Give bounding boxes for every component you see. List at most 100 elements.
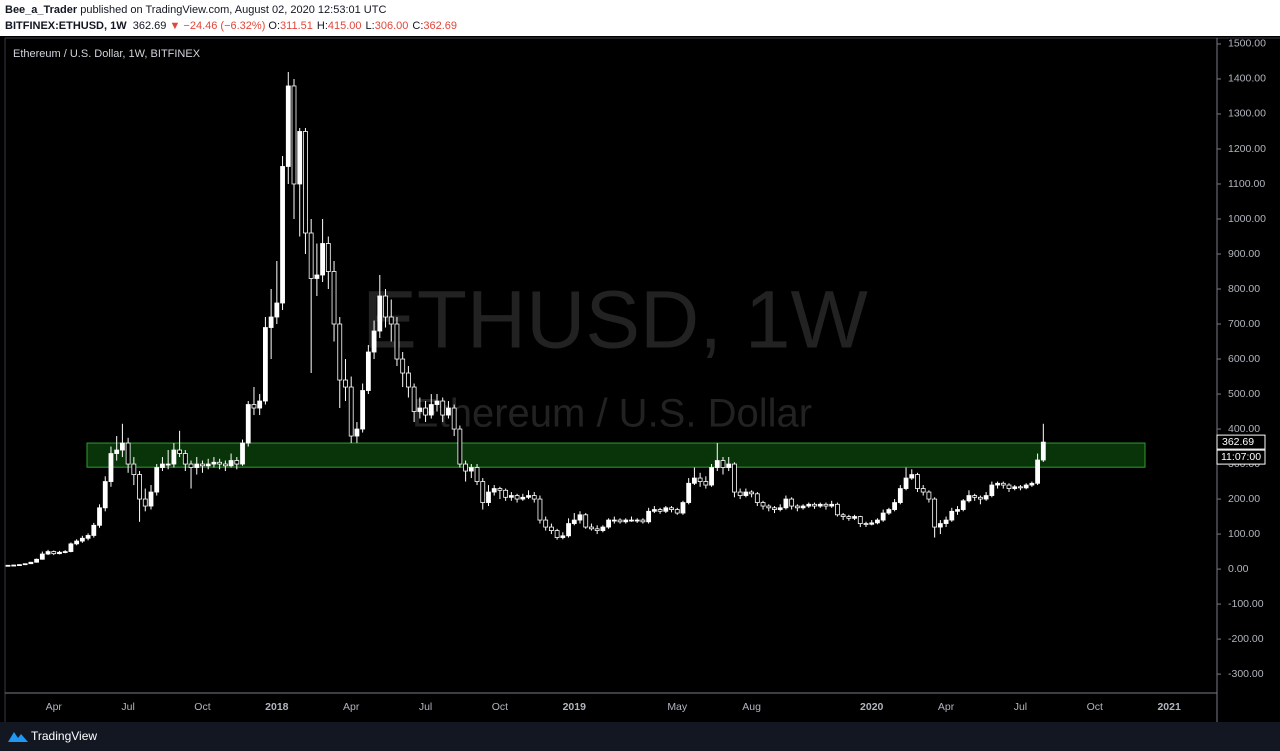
candle-body bbox=[446, 407, 451, 416]
y-tick-label: -100.00 bbox=[1228, 598, 1264, 610]
candle-body bbox=[114, 449, 120, 454]
logo bbox=[8, 732, 28, 742]
candle-body bbox=[383, 295, 388, 318]
candle-body bbox=[291, 85, 297, 185]
candle-body bbox=[943, 519, 949, 524]
y-tick-label: 600.00 bbox=[1228, 353, 1260, 365]
watermark-description: Ethereum / U.S. Dollar bbox=[412, 392, 812, 436]
candle-body bbox=[194, 463, 200, 468]
candle-body bbox=[909, 474, 915, 479]
candle-body bbox=[920, 488, 926, 493]
ohlc-label: O: bbox=[268, 20, 281, 32]
candle-body bbox=[325, 243, 331, 272]
candle-body bbox=[308, 232, 314, 279]
candle-body bbox=[405, 372, 411, 388]
candle-body bbox=[1012, 486, 1018, 489]
y-tick-label: 1000.00 bbox=[1228, 213, 1266, 225]
candle-body bbox=[348, 386, 354, 437]
candle-body bbox=[829, 503, 835, 507]
candle-body bbox=[554, 530, 560, 538]
candle-body bbox=[754, 493, 760, 503]
candle-body bbox=[966, 495, 972, 502]
candle-body bbox=[491, 488, 497, 493]
candle-body bbox=[783, 498, 789, 509]
candle-body bbox=[789, 498, 795, 507]
candle-body bbox=[766, 505, 772, 509]
candle-body bbox=[154, 467, 160, 493]
brand[interactable]: TradingView bbox=[31, 729, 98, 743]
candle-body bbox=[257, 400, 263, 409]
y-tick-label: 1300.00 bbox=[1228, 108, 1266, 120]
candle-body bbox=[365, 351, 371, 391]
candle-body bbox=[68, 543, 74, 552]
quote-line: BITFINEX:ETHUSD, 1W 362.69 ▼ −24.46 (−6.… bbox=[5, 20, 461, 32]
candle-body bbox=[657, 509, 663, 512]
candle-body bbox=[228, 460, 234, 467]
x-tick-label: Oct bbox=[194, 701, 210, 713]
candle-body bbox=[148, 491, 154, 507]
candle-body bbox=[623, 519, 629, 523]
candle-body bbox=[182, 453, 188, 465]
candle-body bbox=[428, 404, 434, 416]
candle-body bbox=[400, 358, 406, 374]
candle-body bbox=[743, 491, 749, 496]
candle-body bbox=[297, 131, 303, 185]
candle-body bbox=[680, 502, 686, 514]
candle-body bbox=[440, 400, 446, 416]
candle-body bbox=[714, 460, 720, 468]
candle-body bbox=[560, 535, 566, 538]
candle-body bbox=[892, 502, 897, 510]
candle-body bbox=[646, 510, 652, 523]
candle-body bbox=[74, 540, 80, 545]
candle-body bbox=[497, 488, 503, 491]
candle-body bbox=[137, 474, 142, 500]
candle-body bbox=[869, 522, 875, 525]
candle-body bbox=[474, 467, 480, 482]
candle-body bbox=[45, 551, 51, 555]
author[interactable]: Bee_a_Trader bbox=[5, 4, 78, 16]
candle-body bbox=[749, 491, 754, 495]
ohlc: O:311.51 H:415.00 L:306.00 C:362.69 bbox=[268, 20, 461, 32]
candle-body bbox=[503, 489, 509, 498]
candle-body bbox=[577, 514, 583, 521]
candle-body bbox=[331, 271, 337, 325]
candle-body bbox=[165, 463, 171, 466]
candle-body bbox=[1040, 441, 1046, 461]
candle-body bbox=[520, 496, 526, 500]
candle-body bbox=[97, 507, 102, 526]
candle-body bbox=[417, 407, 423, 412]
x-tick-label: Aug bbox=[742, 701, 761, 713]
x-tick-label: Jul bbox=[1014, 701, 1027, 713]
candle-body bbox=[1018, 486, 1023, 489]
candle-body bbox=[589, 526, 594, 530]
candle-body bbox=[606, 519, 611, 528]
candle-body bbox=[949, 510, 955, 521]
ohlc-label: H: bbox=[316, 20, 328, 32]
candle-body bbox=[1035, 459, 1040, 484]
candle-body bbox=[240, 442, 245, 465]
candle-body bbox=[268, 316, 274, 328]
candle-body bbox=[640, 519, 646, 523]
last: 362.69 bbox=[132, 20, 167, 32]
candle-body bbox=[972, 495, 978, 498]
candle-body bbox=[457, 428, 463, 465]
header: Bee_a_Trader published on TradingView.co… bbox=[0, 0, 1280, 36]
candle-body bbox=[360, 390, 366, 430]
zone bbox=[86, 442, 1146, 468]
candle-body bbox=[880, 512, 886, 521]
x-tick-label: Oct bbox=[492, 701, 508, 713]
y-tick-label: 400.00 bbox=[1228, 423, 1260, 435]
candle-body bbox=[571, 519, 577, 524]
candle-body bbox=[692, 477, 697, 484]
candle-body bbox=[91, 524, 97, 536]
candle-body bbox=[955, 509, 960, 512]
candle-body bbox=[337, 323, 343, 381]
candle-body bbox=[875, 519, 880, 524]
ohlc-value: 311.51 bbox=[280, 20, 313, 32]
candle-body bbox=[583, 514, 589, 528]
symbol: BITFINEX:ETHUSD, 1W bbox=[5, 20, 127, 32]
candle-body bbox=[125, 442, 131, 465]
x-tick-label: Jul bbox=[419, 701, 432, 713]
candle-body bbox=[1029, 482, 1035, 486]
